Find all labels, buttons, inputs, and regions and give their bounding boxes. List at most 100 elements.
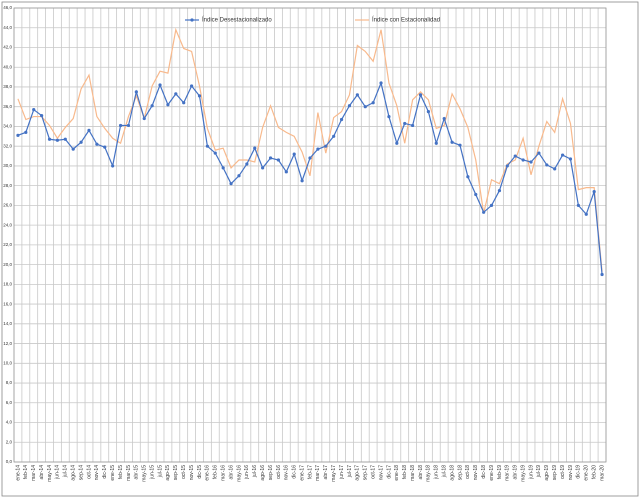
- x-tick-label: mar-20: [599, 465, 605, 481]
- y-tick-label: 46,0: [3, 5, 12, 10]
- x-tick-label: dic-19: [576, 465, 582, 479]
- x-tick-label: feb-17: [307, 465, 313, 479]
- point: [529, 160, 533, 164]
- x-tick-label: ene-17: [299, 465, 305, 481]
- x-tick-label: sep-19: [552, 465, 558, 481]
- point: [229, 182, 233, 186]
- x-tick-label: jul-17: [347, 465, 353, 478]
- x-tick-label: feb-18: [402, 465, 408, 479]
- point: [134, 90, 138, 94]
- x-tick-label: ago-15: [165, 465, 171, 481]
- point: [213, 151, 217, 155]
- point: [466, 175, 470, 179]
- y-tick-label: 20,0: [3, 262, 12, 267]
- series-line: [17, 27, 603, 272]
- x-tick-label: jun-15: [149, 465, 155, 480]
- point: [379, 81, 383, 85]
- x-tick-label: feb-20: [591, 465, 597, 479]
- x-tick-label: jul-16: [252, 465, 258, 478]
- x-tick-label: may-19: [520, 465, 526, 482]
- point: [347, 104, 352, 108]
- legend-marker: [190, 18, 194, 22]
- x-tick-label: nov-15: [189, 465, 195, 481]
- point: [355, 93, 359, 97]
- x-tick-label: ene-16: [205, 465, 211, 481]
- x-tick-label: ene-20: [584, 465, 590, 481]
- point: [71, 147, 75, 151]
- y-tick-label: 28,0: [3, 183, 12, 188]
- point: [497, 188, 502, 193]
- point: [24, 130, 28, 134]
- y-tick-label: 36,0: [3, 104, 12, 109]
- point: [55, 138, 60, 142]
- point: [284, 170, 288, 174]
- x-tick-label: dic-18: [481, 465, 487, 479]
- point: [79, 140, 83, 144]
- x-tick-label: abr-14: [39, 465, 45, 480]
- x-tick-label: may-18: [426, 465, 432, 482]
- point: [126, 123, 131, 128]
- point: [324, 144, 328, 148]
- point: [545, 163, 549, 167]
- point: [332, 134, 336, 138]
- plot-area: [13, 7, 607, 463]
- y-tick-label: 16,0: [3, 301, 12, 306]
- x-tick-label: jun-17: [339, 465, 345, 480]
- x-tick-label: feb-16: [213, 465, 219, 479]
- y-tick-label: 0,0: [6, 459, 13, 464]
- point: [371, 101, 375, 105]
- point: [537, 151, 541, 155]
- point: [95, 142, 99, 146]
- point: [261, 166, 265, 170]
- y-tick-label: 2,0: [6, 439, 13, 444]
- x-tick-label: dic-14: [102, 465, 108, 479]
- x-tick-label: jul-14: [63, 465, 69, 478]
- x-tick-label: oct-19: [560, 465, 566, 479]
- x-tick-label: oct-18: [465, 465, 471, 479]
- x-tick-label: mar-14: [31, 465, 37, 481]
- point: [150, 104, 154, 108]
- point: [316, 147, 320, 151]
- x-tick-label: mar-16: [221, 465, 227, 481]
- point: [205, 144, 209, 148]
- x-tick-label: oct-15: [181, 465, 187, 479]
- x-tick-label: oct-17: [370, 465, 376, 479]
- x-tick-label: oct-14: [86, 465, 92, 479]
- point: [521, 158, 525, 162]
- x-tick-label: dic-15: [197, 465, 203, 479]
- y-tick-label: 38,0: [3, 84, 12, 89]
- y-tick-label: 14,0: [3, 321, 12, 326]
- point: [363, 105, 367, 109]
- x-tick-label: dic-17: [386, 465, 392, 479]
- y-tick-label: 26,0: [3, 203, 12, 208]
- point: [482, 210, 486, 214]
- x-tick-label: jun-18: [434, 465, 440, 480]
- x-tick-label: sep-17: [363, 465, 369, 481]
- x-tick-label: jun-14: [55, 465, 61, 480]
- x-tick-label: jul-18: [442, 465, 448, 478]
- point: [513, 154, 517, 158]
- point: [32, 108, 36, 112]
- point: [584, 212, 588, 216]
- x-tick-label: ene-18: [394, 465, 400, 481]
- point: [600, 272, 604, 277]
- point: [245, 162, 249, 166]
- x-tick-label: feb-19: [497, 465, 503, 479]
- point: [40, 113, 44, 118]
- x-tick-label: dic-16: [292, 465, 298, 479]
- y-tick-label: 8,0: [6, 380, 13, 385]
- x-tick-label: ago-14: [71, 465, 77, 481]
- y-tick-label: 18,0: [3, 282, 12, 287]
- x-tick-label: ago-19: [544, 465, 550, 481]
- x-tick-label: nov-16: [284, 465, 290, 481]
- x-tick-label: sep-14: [78, 465, 84, 481]
- x-tick-label: sep-15: [173, 465, 179, 481]
- point: [174, 92, 178, 96]
- point: [221, 166, 225, 170]
- legend-label: Índice Desestacionalizado: [202, 17, 272, 24]
- point: [339, 117, 344, 122]
- point: [403, 121, 407, 126]
- point: [276, 158, 281, 162]
- x-tick-label: nov-14: [94, 465, 100, 481]
